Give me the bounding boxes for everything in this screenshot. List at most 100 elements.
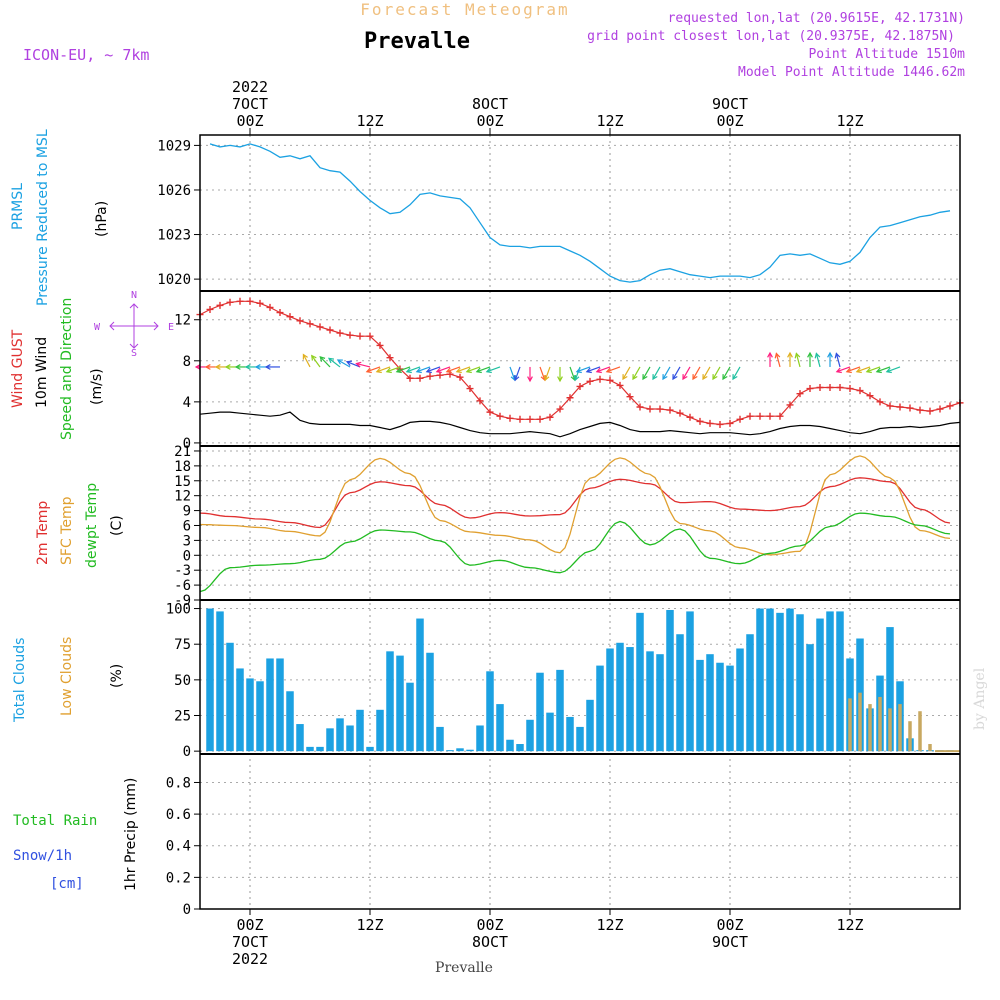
total-cloud-bar	[376, 709, 384, 752]
wind-gust-point	[286, 313, 294, 321]
low-cloud-bar	[908, 721, 912, 752]
wind-gust-point	[796, 390, 804, 398]
total-cloud-bar	[286, 691, 294, 752]
wind-direction-arrowhead	[465, 367, 472, 374]
model-label: ICON-EU, ~ 7km	[23, 46, 149, 64]
wind-direction-arrow	[509, 366, 516, 381]
wind-gust-point	[356, 332, 364, 340]
wind-gust-point	[876, 398, 884, 406]
wind-direction-arrowhead	[485, 367, 492, 374]
wind-direction-arrow	[337, 359, 351, 368]
bottom-time-label: 12Z	[356, 916, 383, 934]
wind-direction-arrow	[376, 366, 391, 373]
wind-gust-point	[656, 405, 664, 413]
wind-direction-arrowhead	[787, 351, 793, 358]
total-cloud-bar	[606, 648, 614, 752]
total-cloud-bar	[406, 682, 414, 752]
wind-direction-arrow	[732, 366, 741, 380]
wind-gust-point	[916, 406, 924, 414]
wind-direction-arrowhead	[865, 367, 872, 374]
total-cloud-bar	[236, 668, 244, 752]
wind-direction-arrowhead	[662, 374, 668, 381]
bottom-time-label: 2022	[232, 950, 268, 968]
wind-direction-arrowhead	[807, 351, 813, 358]
wind-direction-arrow	[846, 366, 861, 373]
low-cloud-bar	[928, 744, 932, 752]
clouds-ytick-label: 50	[174, 673, 191, 689]
wind-gust-point	[366, 332, 374, 340]
temp-unit-label: (C)	[109, 515, 125, 536]
wind-gust-point	[766, 412, 774, 420]
wind-ytick-label: 8	[183, 354, 191, 370]
top-time-label: 00Z	[236, 112, 263, 130]
wind-direction-arrowhead	[692, 374, 698, 381]
total-cloud-bar	[316, 746, 324, 752]
wind-direction-arrowhead	[774, 352, 781, 359]
wind-direction-arrowhead	[405, 367, 412, 374]
total-cloud-bar	[496, 704, 504, 752]
temperature-ytick-label: 9	[183, 504, 191, 520]
total-cloud-bar	[536, 672, 544, 752]
wind-direction-arrow	[456, 366, 471, 373]
wind-direction-arrowhead	[722, 374, 728, 381]
wind-gust-point	[326, 326, 334, 334]
wind-gust-point	[866, 392, 874, 400]
total-cloud-bar	[886, 627, 894, 752]
temperature-ytick-label: 0	[183, 548, 191, 564]
wind-gust-point	[786, 401, 794, 409]
wind-direction-arrow	[486, 366, 501, 373]
bottom-time-label: 00Z	[476, 916, 503, 934]
precip-ytick-label: 0.6	[166, 807, 191, 823]
wind-direction-arrow	[396, 366, 411, 373]
wind-gust-point	[526, 415, 534, 423]
wind-direction-arrowhead	[834, 352, 841, 359]
temp-label-2m: 2m Temp	[35, 501, 51, 565]
wind-direction-arrowhead	[425, 367, 432, 374]
wind-direction-arrow	[652, 366, 661, 380]
temp-label-sfc: SFC Temp	[59, 496, 75, 565]
low-cloud-bar	[848, 698, 852, 752]
wind-direction-arrowhead	[573, 375, 580, 382]
bottom-time-label: 12Z	[596, 916, 623, 934]
wind-direction-arrowhead	[319, 355, 326, 362]
precip-ytick-label: 0	[183, 902, 191, 918]
total-cloud-bar	[446, 750, 454, 752]
wind-direction-arrowhead	[845, 367, 852, 374]
total-cloud-bar	[686, 611, 694, 752]
pressure-ytick-label: 1029	[157, 138, 191, 154]
wind-gust-point	[776, 412, 784, 420]
total-cloud-bar	[646, 651, 654, 752]
total-cloud-bar	[806, 644, 814, 752]
temp-2m-line	[199, 477, 951, 529]
wind-gust-point	[586, 377, 594, 385]
wind-direction-arrow	[346, 361, 361, 368]
wind-gust-point	[536, 415, 544, 423]
total-cloud-bar	[336, 718, 344, 752]
wind-speed-line	[199, 411, 961, 438]
wind-direction-arrow	[539, 366, 546, 381]
wind-label-10m: 10m Wind	[34, 337, 50, 408]
wind-gust-point	[606, 376, 614, 384]
requested-coords: requested lon,lat (20.9615E, 42.1731N)	[668, 11, 965, 26]
wind-gust-point	[406, 374, 414, 382]
total-cloud-bar	[796, 614, 804, 752]
low-cloud-bar	[868, 704, 872, 752]
total-cloud-bar	[696, 659, 704, 752]
wind-direction-arrowhead	[543, 375, 550, 382]
wind-direction-arrow	[795, 353, 801, 368]
wind-unit-label: (m/s)	[89, 368, 105, 405]
total-cloud-bar	[776, 612, 784, 752]
total-cloud-bar	[256, 681, 264, 752]
total-cloud-bar	[476, 725, 484, 752]
wind-gust-point	[896, 403, 904, 411]
wind-direction-arrowhead	[375, 367, 382, 374]
wind-compass: N S W E	[94, 290, 174, 359]
total-cloud-bar	[736, 648, 744, 752]
wind-direction-arrowhead	[385, 367, 392, 374]
precip-ytick-label: 0.4	[166, 839, 191, 855]
wind-gust-point	[626, 393, 634, 401]
wind-direction-arrowhead	[712, 374, 718, 381]
total-cloud-bar	[426, 652, 434, 752]
wind-gust-point	[476, 397, 484, 405]
wind-gust-point	[926, 407, 934, 415]
